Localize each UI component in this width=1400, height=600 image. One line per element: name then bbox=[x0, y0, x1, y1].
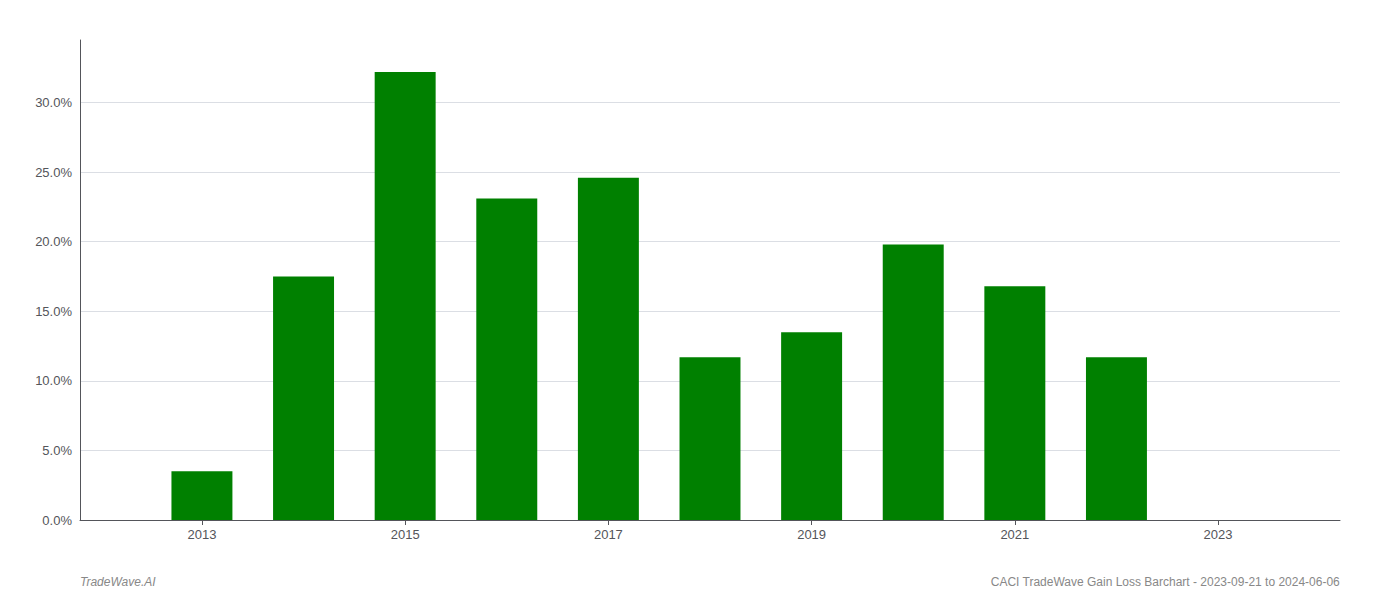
svg-text:2013: 2013 bbox=[187, 527, 216, 542]
svg-text:15.0%: 15.0% bbox=[35, 304, 72, 319]
svg-text:2015: 2015 bbox=[391, 527, 420, 542]
svg-text:30.0%: 30.0% bbox=[35, 95, 72, 110]
svg-text:25.0%: 25.0% bbox=[35, 165, 72, 180]
svg-text:0.0%: 0.0% bbox=[42, 513, 72, 528]
svg-text:2021: 2021 bbox=[1000, 527, 1029, 542]
svg-text:5.0%: 5.0% bbox=[42, 443, 72, 458]
svg-text:TradeWave.AI: TradeWave.AI bbox=[80, 575, 156, 589]
svg-text:2019: 2019 bbox=[797, 527, 826, 542]
svg-text:2017: 2017 bbox=[594, 527, 623, 542]
svg-text:2023: 2023 bbox=[1204, 527, 1233, 542]
svg-text:CACI TradeWave Gain Loss Barch: CACI TradeWave Gain Loss Barchart - 2023… bbox=[991, 575, 1340, 589]
svg-text:10.0%: 10.0% bbox=[35, 373, 72, 388]
svg-text:20.0%: 20.0% bbox=[35, 234, 72, 249]
